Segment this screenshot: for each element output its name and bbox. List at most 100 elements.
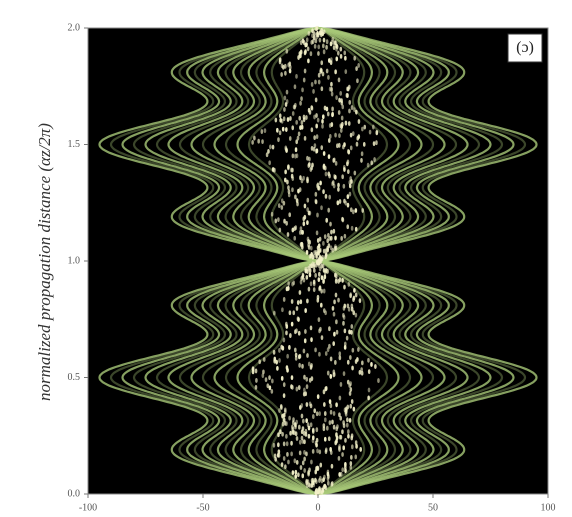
speckle [298, 290, 302, 295]
speckle [338, 434, 342, 440]
speckle [299, 279, 303, 285]
speckle [342, 423, 346, 429]
speckle [307, 286, 311, 292]
speckle [300, 124, 304, 130]
speckle [347, 433, 350, 439]
speckle [322, 241, 325, 246]
speckle [280, 376, 284, 381]
speckle [299, 100, 302, 106]
speckle [308, 210, 312, 216]
speckle [318, 37, 322, 43]
speckle [337, 297, 340, 303]
speckle [306, 422, 310, 428]
speckle [328, 420, 332, 426]
speckle [344, 69, 348, 75]
speckle [328, 399, 332, 405]
speckle [341, 277, 344, 283]
speckle [305, 274, 309, 280]
speckle [302, 40, 306, 45]
speckle [279, 117, 282, 123]
speckle [278, 113, 282, 119]
speckle [327, 75, 330, 80]
speckle [306, 46, 310, 52]
speckle [310, 82, 314, 87]
speckle [325, 39, 329, 45]
speckle [339, 128, 343, 133]
speckle [294, 469, 298, 475]
speckle [322, 477, 325, 483]
speckle [321, 119, 324, 124]
speckle [285, 286, 289, 292]
speckle [285, 330, 288, 336]
speckle [280, 72, 283, 77]
speckle [372, 124, 375, 130]
speckle [285, 48, 289, 54]
speckle [337, 182, 340, 188]
speckle [294, 424, 297, 430]
speckle [307, 433, 311, 439]
speckle [284, 464, 287, 470]
speckle [288, 310, 292, 316]
speckle [292, 310, 296, 316]
speckle [311, 448, 315, 454]
speckle [326, 476, 330, 482]
speckle [306, 353, 309, 358]
speckle [338, 444, 341, 449]
speckle [334, 292, 338, 298]
speckle [330, 229, 333, 235]
speckle [307, 482, 311, 488]
speckle [278, 227, 282, 233]
speckle [308, 268, 312, 274]
speckle [321, 123, 324, 129]
speckle [339, 471, 343, 477]
speckle [289, 333, 292, 338]
speckle [274, 456, 277, 462]
speckle [309, 422, 313, 428]
speckle [297, 472, 300, 478]
speckle [328, 133, 332, 139]
speckle [300, 435, 304, 441]
speckle [329, 60, 333, 65]
speckle [322, 43, 325, 49]
speckle [286, 117, 290, 122]
speckle [308, 401, 312, 407]
speckle [353, 55, 356, 61]
speckle [353, 287, 356, 293]
speckle [325, 44, 328, 50]
speckle [262, 357, 266, 362]
speckle [349, 176, 352, 181]
speckle [328, 123, 332, 128]
speckle [299, 50, 303, 55]
speckle [320, 68, 323, 74]
speckle [350, 105, 354, 110]
speckle [295, 419, 298, 425]
speckle [282, 393, 286, 399]
speckle [329, 374, 333, 379]
speckle [313, 43, 317, 49]
speckle [335, 56, 339, 62]
speckle [295, 153, 299, 159]
speckle [310, 376, 314, 382]
speckle [251, 366, 255, 372]
speckle [301, 274, 305, 280]
speckle [290, 451, 293, 457]
speckle [307, 361, 311, 367]
speckle [305, 376, 309, 382]
speckle [313, 268, 316, 273]
speckle [317, 487, 321, 493]
speckle [312, 414, 315, 419]
speckle [290, 440, 293, 446]
speckle [322, 267, 326, 273]
speckle [370, 362, 373, 367]
speckle [355, 109, 358, 115]
speckle [352, 310, 356, 316]
speckle [312, 89, 315, 94]
speckle [316, 394, 320, 400]
speckle [314, 199, 318, 205]
speckle [285, 220, 288, 226]
speckle [350, 433, 354, 439]
speckle [356, 78, 359, 84]
speckle [273, 310, 276, 316]
speckle [326, 370, 330, 376]
speckle [315, 411, 319, 417]
